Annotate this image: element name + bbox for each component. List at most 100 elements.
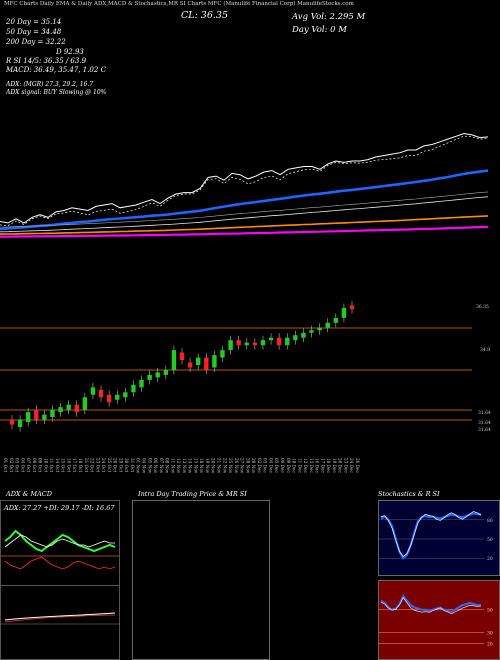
adx-signal-label: ADX signal: BUY Slowing @ 10% <box>6 89 107 96</box>
date-tick-label: 10 Oct <box>43 458 48 472</box>
date-tick-label: 26 Nov <box>234 458 239 474</box>
candle-body <box>123 392 128 398</box>
candle-body <box>325 322 330 328</box>
date-tick-label: 04 Nov <box>141 458 146 474</box>
candle-body <box>147 374 152 380</box>
stoch-tick-label: 80 <box>487 518 493 524</box>
date-tick-label: 07 Nov <box>159 458 164 474</box>
intraday-title: Intra Day Trading Price & MR SI <box>138 490 247 498</box>
date-tick-label: 18 Dec <box>326 458 331 473</box>
date-tick-label: 19 Nov <box>205 458 210 474</box>
date-tick-label: 12 Nov <box>176 458 181 474</box>
ema50-label: 50 Day = 34.48 <box>6 28 62 36</box>
stoch-background <box>379 501 499 575</box>
date-tick-label: 02 Oct <box>9 458 14 472</box>
date-tick-label: 19 Dec <box>332 458 337 473</box>
date-tick-label: 06 Nov <box>153 458 158 474</box>
date-tick-label: 15 Oct <box>61 458 66 472</box>
date-tick-label: 12 Dec <box>303 458 308 473</box>
candle-body <box>293 335 298 341</box>
candle-body <box>82 397 88 410</box>
date-tick-label: 13 Nov <box>182 458 187 474</box>
date-tick-label: 22 Oct <box>90 458 95 472</box>
candle-body <box>171 350 177 370</box>
date-tick-label: 21 Nov <box>217 458 222 474</box>
candle-body <box>42 414 47 420</box>
adx-macd-title: ADX & MACD <box>6 490 52 498</box>
date-tick-label: 24 Dec <box>349 458 354 473</box>
candle-body <box>195 357 201 365</box>
candle-body <box>228 340 233 351</box>
ema200-label: 200 Day = 32.22 <box>6 38 66 46</box>
date-tick-label: 01 Nov <box>136 458 141 474</box>
date-tick-label: 28 Oct <box>113 458 118 472</box>
level-label: 31.64 <box>478 410 491 416</box>
series-line-ema5 <box>0 135 489 226</box>
rsi-chart: 50 30 20 <box>378 580 500 660</box>
candle-body <box>244 342 249 346</box>
date-tick-label: 01 Oct <box>3 458 8 472</box>
candle-body <box>90 387 96 395</box>
date-tick-label: 16 Dec <box>315 458 320 473</box>
candle-body <box>34 409 39 420</box>
candle-body <box>25 412 31 423</box>
date-tick-label: 25 Nov <box>228 458 233 474</box>
d-value-label: D 92.93 <box>56 48 84 56</box>
series-line-stoch-signal <box>380 511 482 557</box>
date-tick-label: 25 Oct <box>107 458 112 472</box>
macd-signal-line <box>4 614 116 623</box>
date-tick-label: 30 Oct <box>124 458 129 472</box>
date-tick-label: 07 Oct <box>26 458 31 472</box>
date-tick-label: 16 Oct <box>66 458 71 472</box>
date-tick-label: 24 Oct <box>101 458 106 472</box>
date-tick-label: 02 Dec <box>257 458 262 473</box>
stoch-tick-label: 20 <box>487 556 493 562</box>
macd-chart <box>0 585 120 660</box>
candle-body <box>212 355 217 368</box>
rsi-tick-label: 30 <box>487 630 493 636</box>
candle-body <box>260 340 266 346</box>
candle-body <box>58 407 63 413</box>
series-line-price <box>0 132 489 224</box>
chart-header-line: MFC Charts Daily EMA & Daily ADX,MACD & … <box>4 1 354 7</box>
candle-body <box>163 369 169 375</box>
date-tick-label: 13 Dec <box>309 458 314 473</box>
candle-body <box>66 404 71 410</box>
date-tick-label: 20 Nov <box>211 458 216 474</box>
candle-body <box>131 384 136 393</box>
date-tick-label: 11 Dec <box>297 458 302 473</box>
date-tick-label: 18 Nov <box>199 458 204 474</box>
ema-chart <box>0 132 489 238</box>
stoch-tick-label: 50 <box>487 537 493 543</box>
date-tick-label: 17 Oct <box>72 458 77 472</box>
rsi-tick-label: 20 <box>487 642 493 648</box>
series-line-ema200 <box>0 225 489 238</box>
date-tick-label: 05 Nov <box>147 458 152 474</box>
series-line-minus_di <box>4 556 116 570</box>
candle-body <box>309 330 314 333</box>
candle-body <box>74 404 79 413</box>
date-tick-label: 18 Oct <box>78 458 83 472</box>
date-tick-label: 05 Dec <box>274 458 279 473</box>
date-tick-label: 06 Dec <box>280 458 285 473</box>
candle-body <box>301 332 306 338</box>
series-line-plus_di <box>4 534 115 548</box>
macd-label: MACD: 36.49, 35.47, 1.02 C <box>6 66 106 74</box>
stochastics-chart: 80 50 20 <box>378 500 500 576</box>
series-line-rsi <box>380 594 481 613</box>
macd-line <box>4 612 116 621</box>
date-tick-label: 14 Nov <box>188 458 193 474</box>
candle-body <box>317 327 322 331</box>
candle-body <box>341 307 347 318</box>
rsi-tick-label: 50 <box>487 608 493 614</box>
candle-body <box>50 409 55 418</box>
close-price-label: CL: 36.35 <box>181 10 228 21</box>
date-tick-label: 10 Dec <box>292 458 297 473</box>
date-tick-label: 17 Dec <box>320 458 325 473</box>
candle-body <box>268 337 274 341</box>
date-tick-label: 11 Oct <box>49 458 54 472</box>
series-line-adx <box>4 529 116 553</box>
candle-body <box>139 379 144 388</box>
candle-body <box>98 389 104 398</box>
